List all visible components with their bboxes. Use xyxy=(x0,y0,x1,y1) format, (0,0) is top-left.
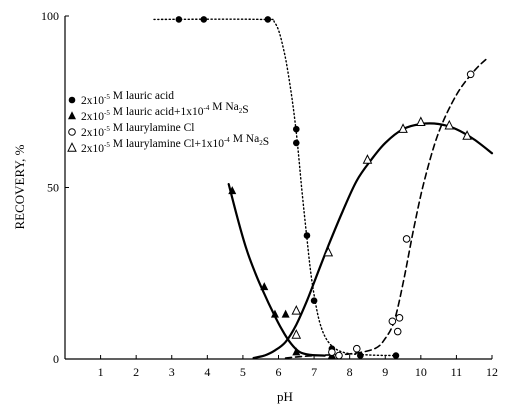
series-2-point xyxy=(260,282,269,291)
series-1-point xyxy=(292,139,300,147)
series-1-curve xyxy=(153,18,401,357)
series-3-point xyxy=(393,327,402,336)
series-3-point xyxy=(335,351,343,360)
axes xyxy=(64,16,492,360)
y-tick-label: 100 xyxy=(41,9,59,23)
legend-text-part: -4 xyxy=(224,136,230,144)
series-3-point xyxy=(466,70,475,79)
series-4-point xyxy=(291,329,302,339)
legend-text-part: S xyxy=(263,136,269,148)
x-tick-label: 11 xyxy=(451,365,463,379)
series-4-point xyxy=(462,130,472,140)
legend-marker-3 xyxy=(68,128,76,136)
legend-text-part: -5 xyxy=(104,109,110,117)
y-tick-label: 0 xyxy=(53,352,59,366)
legend-entry-3: 2x10-5 M laurylamine Cl xyxy=(81,122,194,139)
series-2-point xyxy=(281,309,290,318)
series-4-curve xyxy=(252,122,494,360)
x-tick-label: 3 xyxy=(169,365,175,379)
series-2-point xyxy=(292,347,301,356)
legend-text-part: M Na xyxy=(209,101,238,113)
series-2-point xyxy=(228,186,237,195)
legend-text-part: M lauric acid xyxy=(110,90,174,102)
markers xyxy=(175,16,475,360)
x-tick-label: 12 xyxy=(486,365,498,379)
series-3-point xyxy=(328,348,336,356)
series-4-point xyxy=(323,246,334,257)
x-tick-label: 10 xyxy=(415,365,427,379)
y-axis-title: RECOVERY, % xyxy=(12,144,27,229)
legend-text-part: S xyxy=(242,104,248,116)
x-tick-label: 9 xyxy=(382,365,388,379)
x-tick-label: 1 xyxy=(98,365,104,379)
series-2-point xyxy=(270,309,279,318)
x-tick-label: 6 xyxy=(276,365,282,379)
legend-text-part: -5 xyxy=(104,93,110,101)
x-tick-label: 8 xyxy=(347,365,353,379)
series-3-point xyxy=(352,344,361,353)
legend-text-part: M laurylamine Cl+1x10 xyxy=(110,138,224,150)
x-axis-title: pH xyxy=(277,389,293,404)
legend-text-part: 2x10 xyxy=(81,111,104,123)
legend-marker-2 xyxy=(68,111,76,120)
legend-entry-4: 2x10-5 M laurylamine Cl+1x10-4 M Na2S xyxy=(81,133,269,155)
series-4-point xyxy=(444,119,455,130)
x-tick-label: 2 xyxy=(133,365,139,379)
legend-text-part: -4 xyxy=(204,104,210,112)
series-1-point xyxy=(264,16,272,23)
series-1-point xyxy=(303,232,311,239)
x-tick-label: 5 xyxy=(240,365,246,379)
legend-marker-1 xyxy=(68,96,76,104)
legend-text-part: 2x10 xyxy=(81,127,104,139)
legend-text-part: -5 xyxy=(104,125,110,133)
curves xyxy=(153,18,494,360)
series-4-point xyxy=(398,123,408,133)
series-1-point xyxy=(392,352,400,359)
y-ticks: 0 50 100 xyxy=(41,9,69,366)
series-4-point xyxy=(362,154,373,164)
series-3-point xyxy=(395,314,404,322)
x-tick-label: 7 xyxy=(311,365,317,379)
x-ticks: 1 2 3 4 5 6 7 8 9 10 11 12 xyxy=(98,355,498,379)
series-1-point xyxy=(292,125,300,133)
legend-text-part: -5 xyxy=(104,141,110,149)
series-2-curve xyxy=(227,183,326,357)
legend-text-part: M lauric acid+1x10 xyxy=(110,106,204,118)
legend-text-part: 2 xyxy=(239,107,243,115)
series-4-point xyxy=(291,305,302,315)
legend-text-part: M Na xyxy=(230,133,259,145)
legend-text-part: 2 xyxy=(259,139,263,147)
x-tick-label: 4 xyxy=(204,365,210,379)
series-1-point xyxy=(200,16,208,23)
legend-text-part: 2x10 xyxy=(81,143,104,155)
series-3-curve xyxy=(284,56,490,359)
series-1-point xyxy=(175,16,183,23)
series-1-point xyxy=(357,352,364,359)
legend-entry-2: 2x10-5 M lauric acid+1x10-4 M Na2S xyxy=(81,101,249,123)
series-1-point xyxy=(310,297,318,304)
legend-text-part: 2x10 xyxy=(81,95,104,107)
legend-text-part: M laurylamine Cl xyxy=(110,122,195,134)
series-4-point xyxy=(416,116,426,127)
series-3-point xyxy=(402,235,411,243)
legend-entry-1: 2x10-5 M lauric acid xyxy=(81,90,174,107)
series-3-point xyxy=(388,317,397,326)
legend-marker-4 xyxy=(67,142,77,152)
y-tick-label: 50 xyxy=(47,181,59,195)
